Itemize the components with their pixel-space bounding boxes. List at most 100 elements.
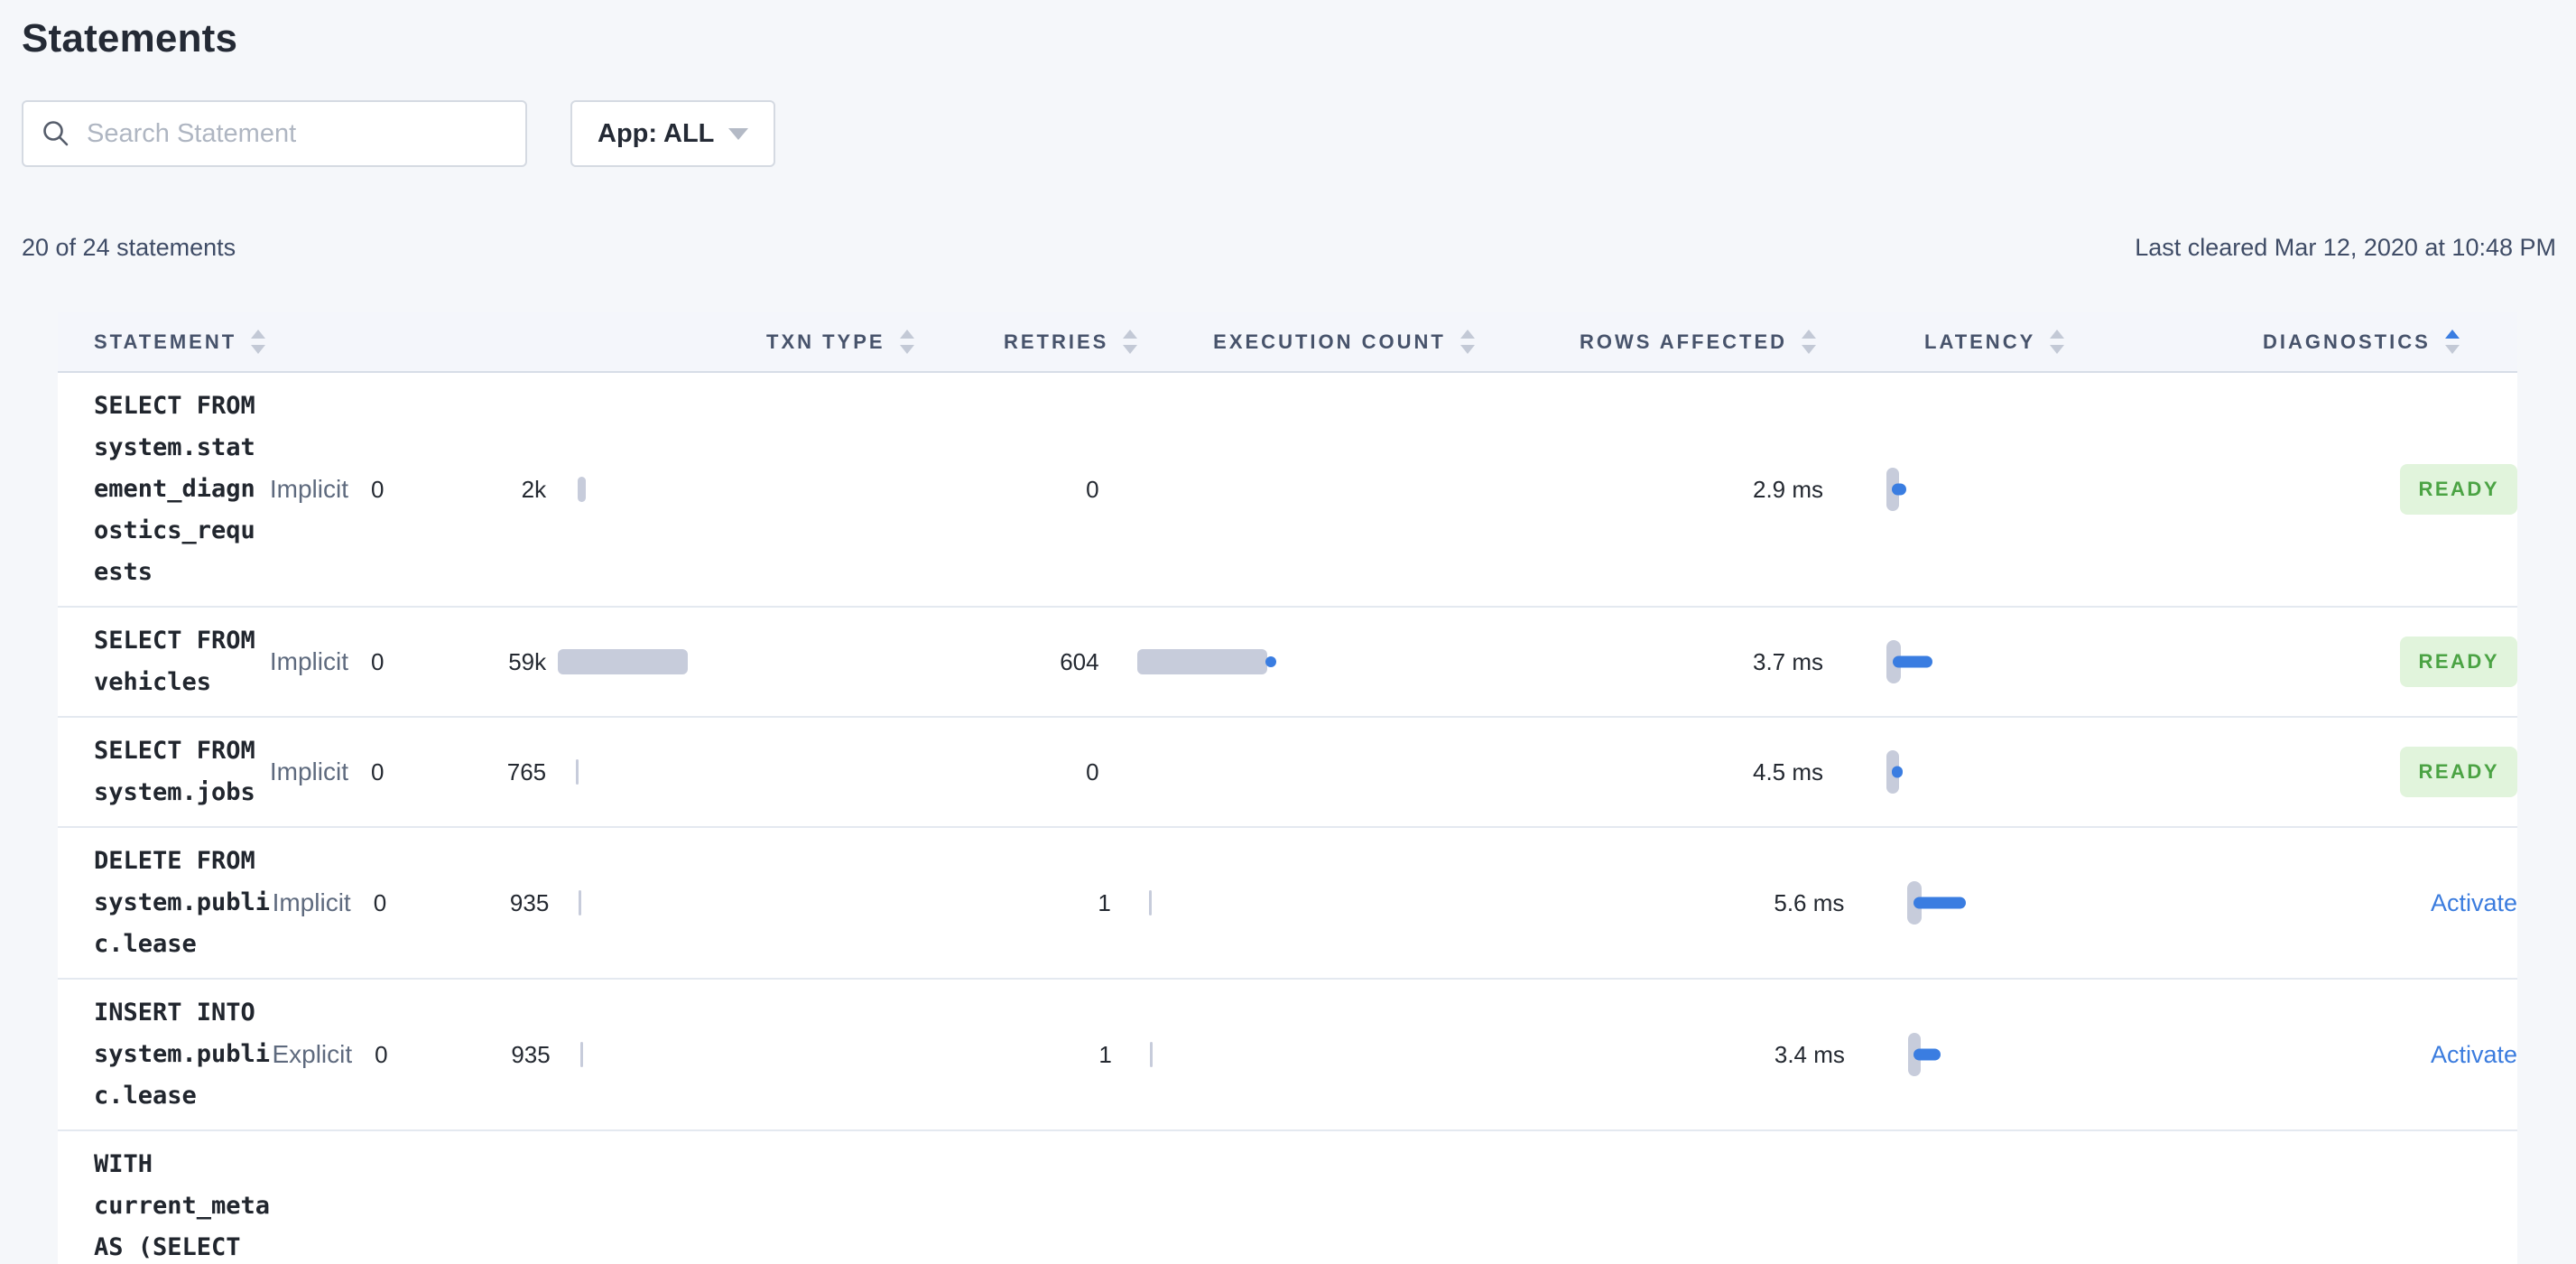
sort-arrows-icon bbox=[899, 330, 914, 354]
execution-count-barchart bbox=[558, 477, 1052, 502]
latency-barchart bbox=[1886, 640, 2357, 683]
table-header-row: STATEMENT TXN TYPE RETRIES EXECUTION COUNT R… bbox=[58, 312, 2517, 373]
statement-link[interactable]: INSERT INTO system.public.lease bbox=[94, 999, 271, 1110]
latency-mean-bar bbox=[1892, 766, 1904, 778]
rows-affected-barchart bbox=[1137, 477, 1705, 502]
txn-type-value: Implicit bbox=[269, 757, 348, 785]
activate-diagnostics-link[interactable]: Activate bbox=[2430, 1040, 2518, 1068]
rows-affected-value: 604 bbox=[1060, 647, 1099, 675]
column-header-retries[interactable]: RETRIES bbox=[983, 312, 1138, 371]
retries-value: 0 bbox=[370, 475, 385, 503]
app-filter-dropdown[interactable]: App: ALL bbox=[570, 100, 776, 167]
execution-count-cell: 935 bbox=[405, 1041, 1066, 1069]
statement-link[interactable]: DELETE FROM system.public.lease bbox=[94, 847, 271, 958]
txn-type-cell: Explicit bbox=[272, 1040, 352, 1069]
latency-barchart bbox=[1907, 1033, 2387, 1076]
last-cleared-timestamp: Last cleared Mar 12, 2020 at 10:48 PM bbox=[2135, 234, 2556, 261]
sort-asc-icon bbox=[2444, 330, 2460, 339]
column-header-statement[interactable]: STATEMENT bbox=[58, 312, 757, 371]
rows-affected-bar bbox=[1149, 1042, 1153, 1067]
filter-controls: App: ALL bbox=[22, 100, 2556, 167]
txn-type-cell: Implicit bbox=[273, 888, 351, 917]
latency-value: 4.5 ms bbox=[1753, 757, 1824, 785]
retries-cell: 0 bbox=[348, 758, 401, 786]
diagnostics-ready-badge: READY bbox=[2400, 464, 2517, 515]
txn-type-cell: Implicit bbox=[270, 757, 348, 786]
execution-count-barchart bbox=[561, 890, 1065, 915]
diagnostics-ready-badge: READY bbox=[2400, 747, 2517, 797]
txn-type-value: Implicit bbox=[269, 647, 348, 675]
latency-cell: 2.9 ms bbox=[1705, 468, 2357, 511]
latency-value: 3.4 ms bbox=[1774, 1040, 1845, 1068]
statement-link[interactable]: SELECT FROM system.statement_diagnostics… bbox=[94, 392, 255, 586]
table-body: SELECT FROM system.statement_diagnostics… bbox=[58, 373, 2517, 1264]
diagnostics-cell: READY bbox=[2357, 637, 2517, 687]
execution-count-cell: 935 bbox=[403, 889, 1065, 917]
app-filter-label: App: ALL bbox=[598, 118, 715, 148]
sort-asc-icon bbox=[2050, 330, 2065, 339]
statement-link[interactable]: WITH current_meta AS (SELECT version, nu… bbox=[94, 1150, 271, 1261]
rows-affected-cell: 1 bbox=[1065, 889, 1727, 917]
sort-arrows-icon bbox=[1123, 330, 1138, 354]
rows-affected-cell: 1 bbox=[1066, 1041, 1727, 1069]
txn-type-cell: Implicit bbox=[270, 475, 348, 504]
sort-asc-icon bbox=[1459, 330, 1475, 339]
column-header-label: LATENCY bbox=[1924, 330, 2036, 353]
rows-affected-cell: 0 bbox=[1053, 476, 1705, 504]
execution-count-value: 59k bbox=[508, 647, 547, 675]
latency-value: 2.9 ms bbox=[1753, 475, 1824, 503]
column-header-execution_count[interactable]: EXECUTION COUNT bbox=[1118, 312, 1570, 371]
rows-affected-cell: 0 bbox=[1053, 758, 1705, 786]
statement-cell: INSERT INTO system.public.lease bbox=[58, 992, 272, 1117]
retries-value: 0 bbox=[373, 888, 387, 916]
latency-mean-bar bbox=[1913, 897, 1967, 909]
column-header-diagnostics[interactable]: DIAGNOSTICS bbox=[2219, 312, 2517, 371]
statement-cell: DELETE FROM system.public.lease bbox=[58, 841, 273, 965]
column-header-txn_type[interactable]: TXN TYPE bbox=[757, 312, 983, 371]
rows-affected-barchart bbox=[1148, 890, 1727, 915]
sort-arrows-icon bbox=[251, 330, 266, 354]
column-header-latency[interactable]: LATENCY bbox=[1876, 312, 2219, 371]
txn-type-value: Explicit bbox=[272, 1040, 353, 1068]
execution-count-cell: 765 bbox=[401, 758, 1052, 786]
rows-affected-bar bbox=[1136, 649, 1267, 674]
txn-type-value: Implicit bbox=[269, 475, 348, 503]
execution-count-cell: 59k bbox=[401, 648, 1052, 676]
diagnostics-cell: READY bbox=[2357, 464, 2517, 515]
retries-cell: 0 bbox=[348, 476, 401, 504]
rows-affected-value: 1 bbox=[1098, 1040, 1112, 1068]
column-header-label: RETRIES bbox=[1004, 330, 1109, 353]
table-row: INSERT INTO system.public.lease Explicit 0… bbox=[58, 980, 2517, 1131]
page-title: Statements bbox=[22, 16, 238, 60]
sort-asc-icon bbox=[1123, 330, 1138, 339]
diagnostics-cell: READY bbox=[2357, 747, 2517, 797]
execution-count-bar bbox=[578, 477, 587, 502]
column-header-label: STATEMENT bbox=[94, 330, 237, 353]
sort-asc-icon bbox=[1802, 330, 1817, 339]
table-row: WITH current_meta AS (SELECT version, nu… bbox=[58, 1131, 2517, 1264]
rows-affected-value: 1 bbox=[1098, 888, 1111, 916]
retries-value: 0 bbox=[370, 647, 385, 675]
statement-link[interactable]: SELECT FROM vehicles bbox=[94, 627, 255, 696]
txn-type-cell: Implicit bbox=[270, 647, 348, 676]
sort-desc-icon bbox=[2050, 345, 2065, 354]
statement-cell: SELECT FROM system.jobs bbox=[58, 730, 270, 813]
activate-diagnostics-link[interactable]: Activate bbox=[2430, 888, 2517, 916]
latency-cell: 5.6 ms bbox=[1726, 881, 2387, 925]
execution-count-barchart bbox=[558, 649, 1052, 674]
statement-link[interactable]: SELECT FROM system.jobs bbox=[94, 737, 255, 806]
column-header-rows_affected[interactable]: ROWS AFFECTED bbox=[1570, 312, 1876, 371]
table-row: SELECT FROM system.jobs Implicit 0 765 0 4.5 … bbox=[58, 718, 2517, 828]
latency-barchart bbox=[1886, 468, 2357, 511]
sort-arrows-icon bbox=[2444, 330, 2460, 354]
sort-asc-icon bbox=[899, 330, 914, 339]
statement-cell: SELECT FROM vehicles bbox=[58, 620, 270, 703]
latency-cell: 4.5 ms bbox=[1705, 750, 2357, 794]
search-input[interactable] bbox=[87, 118, 507, 149]
retries-value: 0 bbox=[370, 757, 385, 785]
rows-affected-value: 0 bbox=[1086, 475, 1099, 503]
execution-count-bar bbox=[576, 759, 579, 785]
sort-desc-icon bbox=[1802, 345, 1817, 354]
chevron-down-icon bbox=[728, 127, 749, 140]
